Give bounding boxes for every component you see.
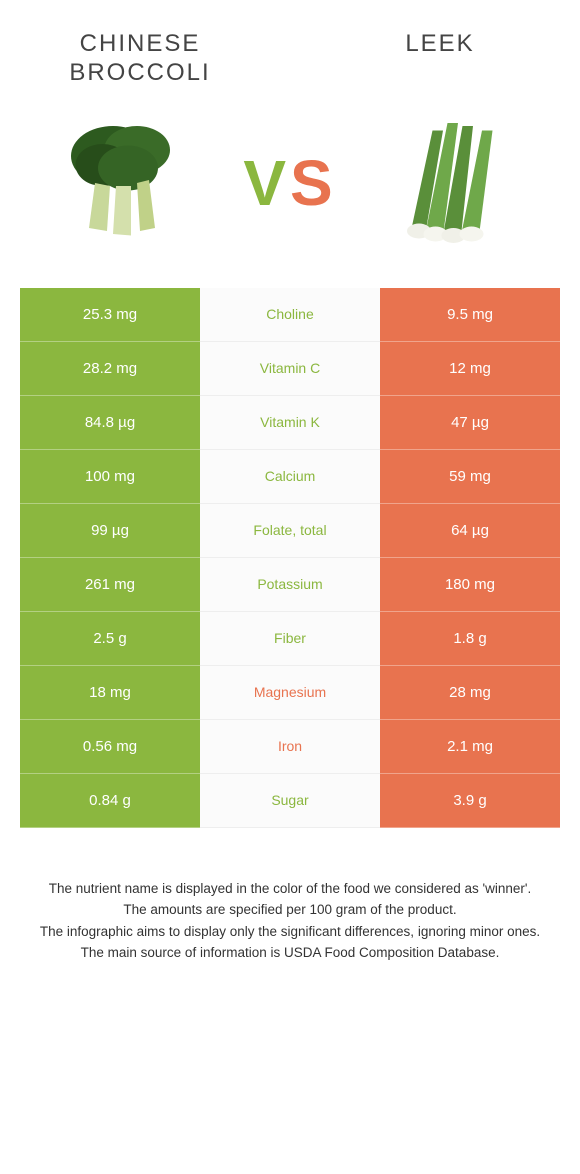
table-row: 28.2 mgVitamin C12 mg (20, 342, 560, 396)
table-row: 0.84 gSugar3.9 g (20, 774, 560, 828)
nutrient-label: Folate, total (200, 504, 380, 558)
table-row: 99 µgFolate, total64 µg (20, 504, 560, 558)
broccoli-icon (50, 108, 200, 258)
nutrient-table: 25.3 mgCholine9.5 mg28.2 mgVitamin C12 m… (20, 288, 560, 828)
nutrient-right-value: 2.1 mg (380, 720, 560, 774)
footnotes: The nutrient name is displayed in the co… (0, 828, 580, 964)
food-right-image (380, 108, 530, 258)
nutrient-left-value: 18 mg (20, 666, 200, 720)
table-row: 261 mgPotassium180 mg (20, 558, 560, 612)
images-row: VS (0, 98, 580, 288)
nutrient-right-value: 12 mg (380, 342, 560, 396)
nutrient-left-value: 99 µg (20, 504, 200, 558)
nutrient-label: Sugar (200, 774, 380, 828)
nutrient-label: Choline (200, 288, 380, 342)
food-right-title: Leek (340, 30, 540, 59)
nutrient-left-value: 28.2 mg (20, 342, 200, 396)
nutrient-right-value: 64 µg (380, 504, 560, 558)
table-row: 100 mgCalcium59 mg (20, 450, 560, 504)
nutrient-right-value: 59 mg (380, 450, 560, 504)
nutrient-label: Fiber (200, 612, 380, 666)
footnote-line: The infographic aims to display only the… (30, 921, 550, 943)
nutrient-right-value: 3.9 g (380, 774, 560, 828)
footnote-line: The main source of information is USDA F… (30, 942, 550, 964)
nutrient-left-value: 261 mg (20, 558, 200, 612)
footnote-line: The amounts are specified per 100 gram o… (30, 899, 550, 921)
vs-label: VS (243, 146, 336, 220)
nutrient-left-value: 84.8 µg (20, 396, 200, 450)
nutrient-right-value: 180 mg (380, 558, 560, 612)
nutrient-right-value: 28 mg (380, 666, 560, 720)
nutrient-left-value: 2.5 g (20, 612, 200, 666)
table-row: 2.5 gFiber1.8 g (20, 612, 560, 666)
vs-s-letter: S (290, 147, 337, 219)
footnote-line: The nutrient name is displayed in the co… (30, 878, 550, 900)
nutrient-label: Vitamin C (200, 342, 380, 396)
leek-icon (380, 108, 530, 258)
nutrient-label: Iron (200, 720, 380, 774)
nutrient-right-value: 47 µg (380, 396, 560, 450)
nutrient-left-value: 25.3 mg (20, 288, 200, 342)
nutrient-left-value: 0.84 g (20, 774, 200, 828)
nutrient-left-value: 100 mg (20, 450, 200, 504)
table-row: 84.8 µgVitamin K47 µg (20, 396, 560, 450)
nutrient-label: Potassium (200, 558, 380, 612)
table-row: 18 mgMagnesium28 mg (20, 666, 560, 720)
food-left-title: Chinese broccoli (40, 30, 240, 88)
vs-v-letter: V (243, 147, 290, 219)
nutrient-right-value: 9.5 mg (380, 288, 560, 342)
header: Chinese broccoli Leek (0, 0, 580, 98)
nutrient-label: Vitamin K (200, 396, 380, 450)
nutrient-label: Calcium (200, 450, 380, 504)
table-row: 25.3 mgCholine9.5 mg (20, 288, 560, 342)
nutrient-left-value: 0.56 mg (20, 720, 200, 774)
nutrient-label: Magnesium (200, 666, 380, 720)
nutrient-right-value: 1.8 g (380, 612, 560, 666)
food-left-image (50, 108, 200, 258)
table-row: 0.56 mgIron2.1 mg (20, 720, 560, 774)
